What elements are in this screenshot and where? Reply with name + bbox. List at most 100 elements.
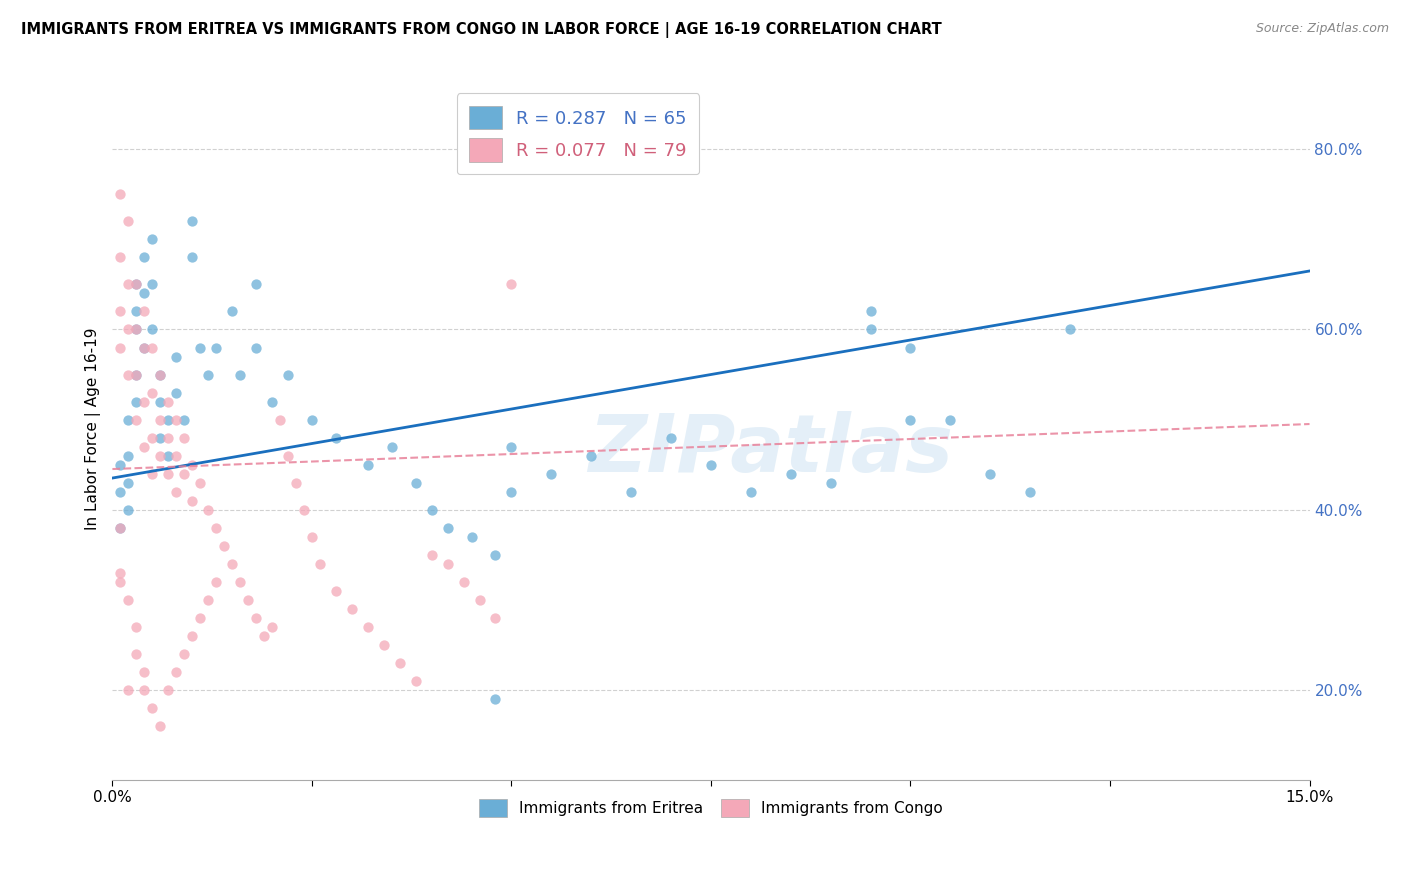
Point <box>181 214 204 228</box>
Point <box>125 304 148 318</box>
Point <box>157 412 180 426</box>
Point <box>110 251 132 265</box>
Text: ZIPatlas: ZIPatlas <box>588 410 953 489</box>
Point <box>460 530 482 544</box>
Point <box>165 350 187 364</box>
Point <box>110 458 132 472</box>
Point <box>125 394 148 409</box>
Point <box>245 610 267 624</box>
Point <box>292 502 315 516</box>
Point <box>165 665 187 679</box>
Point <box>939 412 962 426</box>
Point <box>181 629 204 643</box>
Point <box>979 467 1001 481</box>
Point <box>859 322 882 336</box>
Point <box>436 557 458 571</box>
Point <box>149 368 172 382</box>
Point <box>501 440 523 454</box>
Point <box>197 592 219 607</box>
Point <box>181 251 204 265</box>
Point <box>468 592 491 607</box>
Point <box>149 449 172 463</box>
Point <box>125 368 148 382</box>
Point <box>117 682 139 697</box>
Point <box>205 574 228 589</box>
Point <box>381 440 404 454</box>
Point <box>110 520 132 534</box>
Point <box>134 251 156 265</box>
Point <box>405 475 427 490</box>
Point <box>165 449 187 463</box>
Point <box>117 368 139 382</box>
Point <box>149 368 172 382</box>
Text: IMMIGRANTS FROM ERITREA VS IMMIGRANTS FROM CONGO IN LABOR FORCE | AGE 16-19 CORR: IMMIGRANTS FROM ERITREA VS IMMIGRANTS FR… <box>21 22 942 38</box>
Point <box>141 341 163 355</box>
Point <box>540 467 562 481</box>
Point <box>134 682 156 697</box>
Point <box>117 322 139 336</box>
Point <box>157 682 180 697</box>
Point <box>260 394 283 409</box>
Point <box>125 322 148 336</box>
Point <box>157 467 180 481</box>
Point <box>453 574 475 589</box>
Point <box>325 430 347 444</box>
Point <box>173 647 195 661</box>
Point <box>125 619 148 633</box>
Point <box>173 467 195 481</box>
Point <box>420 502 443 516</box>
Point <box>125 277 148 292</box>
Point <box>110 566 132 580</box>
Point <box>900 412 922 426</box>
Point <box>134 665 156 679</box>
Point <box>205 520 228 534</box>
Point <box>125 277 148 292</box>
Point <box>197 502 219 516</box>
Point <box>357 458 380 472</box>
Point <box>277 449 299 463</box>
Point <box>149 718 172 732</box>
Point <box>117 592 139 607</box>
Point <box>141 322 163 336</box>
Point <box>134 440 156 454</box>
Point <box>134 286 156 301</box>
Point <box>134 304 156 318</box>
Point <box>1019 484 1042 499</box>
Point <box>110 341 132 355</box>
Point <box>134 394 156 409</box>
Text: Source: ZipAtlas.com: Source: ZipAtlas.com <box>1256 22 1389 36</box>
Point <box>484 691 506 706</box>
Point <box>484 610 506 624</box>
Point <box>141 277 163 292</box>
Point <box>157 449 180 463</box>
Point <box>420 548 443 562</box>
Point <box>388 656 411 670</box>
Point <box>110 187 132 202</box>
Point <box>859 304 882 318</box>
Point <box>117 412 139 426</box>
Point <box>125 322 148 336</box>
Y-axis label: In Labor Force | Age 16-19: In Labor Force | Age 16-19 <box>86 327 101 530</box>
Point <box>700 458 723 472</box>
Point <box>301 412 323 426</box>
Point <box>141 232 163 246</box>
Point <box>188 475 211 490</box>
Point <box>141 700 163 714</box>
Point <box>260 619 283 633</box>
Point <box>405 673 427 688</box>
Point <box>141 467 163 481</box>
Point <box>141 385 163 400</box>
Point <box>110 574 132 589</box>
Point <box>205 341 228 355</box>
Point <box>125 647 148 661</box>
Point <box>173 412 195 426</box>
Point <box>165 412 187 426</box>
Point <box>900 341 922 355</box>
Point <box>149 430 172 444</box>
Point <box>141 430 163 444</box>
Point <box>1059 322 1081 336</box>
Point <box>157 430 180 444</box>
Point <box>110 304 132 318</box>
Point <box>149 394 172 409</box>
Point <box>149 412 172 426</box>
